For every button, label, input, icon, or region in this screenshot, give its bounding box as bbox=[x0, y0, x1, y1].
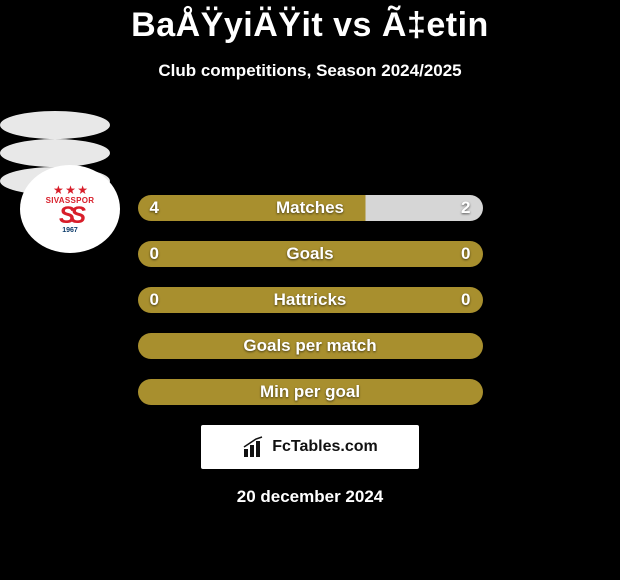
page-subtitle: Club competitions, Season 2024/2025 bbox=[0, 61, 620, 81]
stat-row-goals: 0 Goals 0 bbox=[138, 241, 483, 267]
player-left-badge-placeholder bbox=[0, 111, 110, 139]
stat-label: Matches bbox=[276, 198, 344, 218]
club-badge: ★ ★ ★ SIVASSPOR SS 1967 bbox=[20, 165, 120, 253]
bar-chart-icon bbox=[242, 435, 266, 459]
player-right-badge-placeholder-1 bbox=[0, 139, 110, 167]
stat-label: Hattricks bbox=[274, 290, 347, 310]
footer-date: 20 december 2024 bbox=[0, 487, 620, 507]
club-monogram: SS bbox=[59, 205, 81, 227]
stat-left-value: 4 bbox=[150, 198, 159, 218]
stat-row-hattricks: 0 Hattricks 0 bbox=[138, 287, 483, 313]
footer-attribution: FcTables.com bbox=[201, 425, 419, 469]
club-stars-icon: ★ ★ ★ bbox=[53, 185, 87, 195]
stat-left-value: 0 bbox=[150, 290, 159, 310]
stat-label: Goals bbox=[286, 244, 333, 264]
stat-rows: 4 Matches 2 0 Goals 0 0 Hattricks 0 Goal… bbox=[138, 195, 483, 405]
footer-brand: FcTables.com bbox=[272, 438, 378, 456]
club-year: 1967 bbox=[62, 227, 78, 234]
stat-row-goals-per-match: Goals per match bbox=[138, 333, 483, 359]
stat-label: Min per goal bbox=[260, 382, 360, 402]
club-badge-inner: ★ ★ ★ SIVASSPOR SS 1967 bbox=[31, 170, 109, 248]
stat-label: Goals per match bbox=[243, 336, 376, 356]
stat-right-value: 0 bbox=[461, 290, 470, 310]
stat-right-value: 0 bbox=[461, 244, 470, 264]
stat-row-min-per-goal: Min per goal bbox=[138, 379, 483, 405]
stat-row-matches: 4 Matches 2 bbox=[138, 195, 483, 221]
stat-right-value: 2 bbox=[461, 198, 470, 218]
stat-left-value: 0 bbox=[150, 244, 159, 264]
page-title: BaÅŸyiÄŸit vs Ã‡etin bbox=[0, 0, 620, 45]
stats-area: ★ ★ ★ SIVASSPOR SS 1967 4 Matches 2 0 Go… bbox=[0, 111, 620, 507]
